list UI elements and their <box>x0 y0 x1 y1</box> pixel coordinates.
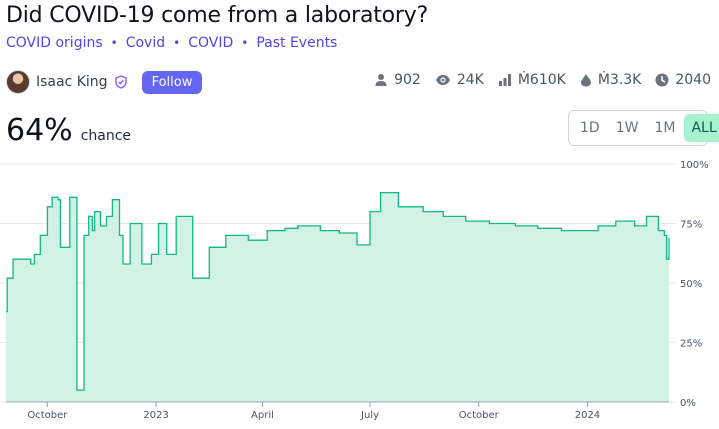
time-range-selector: 1D 1W 1M ALL <box>568 110 719 146</box>
tag-covid[interactable]: Covid <box>125 35 166 51</box>
x-tick-label: July <box>360 410 379 421</box>
tag-separator: • <box>110 36 118 50</box>
range-all-button[interactable]: ALL <box>684 114 719 142</box>
y-tick-label: 0% <box>680 398 696 409</box>
x-tick-label: 2023 <box>143 410 168 421</box>
close-date-stat[interactable]: 2040 <box>655 72 711 88</box>
liquidity-stat[interactable]: Ṁ3.3K <box>580 72 642 88</box>
x-tick-label: October <box>459 410 500 421</box>
x-tick-label: 2024 <box>575 410 600 421</box>
volume-stat[interactable]: Ṁ610K <box>498 72 566 88</box>
traders-stat[interactable]: 902 <box>374 72 421 88</box>
x-tick-label: October <box>27 410 68 421</box>
question-title: Did COVID-19 come from a laboratory? <box>6 3 429 28</box>
bar-chart-icon <box>498 73 512 87</box>
close-year: 2040 <box>675 72 711 88</box>
tag-covid-upper[interactable]: COVID <box>188 35 234 51</box>
range-1w-button[interactable]: 1W <box>615 120 639 136</box>
probability-line <box>6 191 670 391</box>
views-stat[interactable]: 24K <box>435 72 484 88</box>
clock-icon <box>655 73 669 87</box>
y-tick-label: 25% <box>680 339 702 350</box>
market-stats: 902 24K Ṁ610K Ṁ3.3K 2040 <box>374 72 711 88</box>
probability-value: 64% <box>6 113 73 148</box>
range-1d-button[interactable]: 1D <box>580 120 600 136</box>
volume-amount: Ṁ610K <box>517 72 566 88</box>
avatar[interactable] <box>6 70 30 94</box>
y-tick-label: 50% <box>680 279 702 290</box>
liquidity-amount: Ṁ3.3K <box>597 72 642 88</box>
eye-icon <box>435 73 451 87</box>
x-axis: October 2023 April July October 2024 <box>6 401 669 421</box>
probability-label: chance <box>80 128 132 144</box>
views-count: 24K <box>456 72 484 88</box>
tag-list: COVID origins • Covid • COVID • Past Events <box>6 35 337 51</box>
tag-past-events[interactable]: Past Events <box>256 35 338 51</box>
x-tick-label: April <box>251 410 274 421</box>
author-row: Isaac King Follow <box>6 70 203 94</box>
y-tick-label: 100% <box>680 160 709 171</box>
shield-check-icon <box>114 75 128 89</box>
y-axis: 0% 25% 50% 75% 100% <box>680 160 709 409</box>
probability-area <box>6 192 669 402</box>
author-name[interactable]: Isaac King <box>36 74 108 90</box>
droplet-icon <box>580 73 592 87</box>
follow-button[interactable]: Follow <box>141 70 203 94</box>
probability-chart[interactable]: 0%25%50%75%100% October 2023 April July Octo… <box>0 156 719 429</box>
traders-count: 902 <box>394 72 421 88</box>
tag-separator: • <box>173 36 181 50</box>
user-icon <box>374 73 388 87</box>
probability-display: 64% chance <box>6 113 131 148</box>
tag-separator: • <box>241 36 249 50</box>
range-1m-button[interactable]: 1M <box>654 120 676 136</box>
tag-covid-origins[interactable]: COVID origins <box>6 35 103 51</box>
y-tick-label: 75% <box>680 220 702 231</box>
